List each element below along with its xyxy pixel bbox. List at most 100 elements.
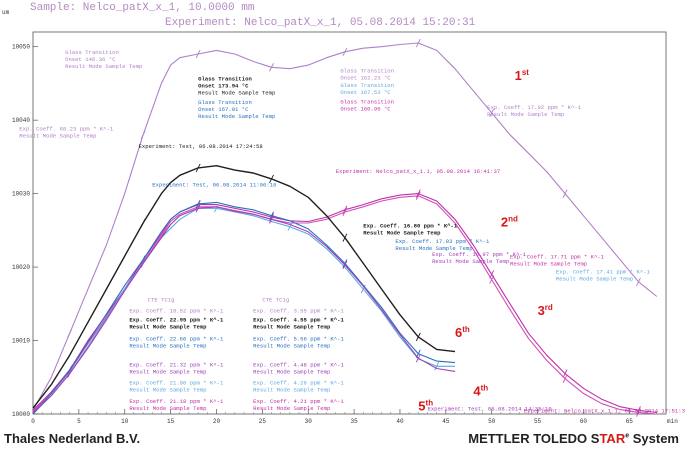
annotation-line: Glass Transition [198, 99, 252, 106]
annotation-line: Result Mode Sample Temp [395, 245, 472, 252]
annotation-line: Onset 173.94 °C [198, 82, 249, 89]
series-point-run5 [140, 259, 146, 268]
x-tick-label: 35 [350, 418, 358, 425]
x-tick-label: 45 [442, 418, 450, 425]
series-point-run6 [415, 332, 421, 342]
annotation-line: Exp. Coeff. 16.97 ppm * K^-1 [432, 251, 527, 258]
curve-label-number: 3 [538, 303, 545, 318]
annotation-line: Result Mode Sample Temp [198, 113, 275, 120]
annotation-line: Exp. Coeff. 4.48 ppm * K^-1 [253, 361, 344, 368]
curve-label-suffix: th [462, 325, 470, 334]
annotation-line: Onset 162.23 °C [340, 74, 391, 81]
annotation-line: Exp. Coeff. 21.32 ppm * K^-1 [129, 361, 224, 368]
annotation-line: Result Mode Sample Temp [253, 323, 331, 330]
series-point-run_light_blue [214, 204, 219, 213]
series-point-run_light_blue [287, 222, 293, 231]
annotation-line: Result Mode Sample Temp [19, 132, 96, 139]
annotation: Experiment: Test, 06.08.2014 11:06:16 [152, 181, 276, 188]
experiment-title: Experiment: Nelco_patX_x_1, 05.08.2014 1… [165, 17, 476, 29]
annotation-line: Exp. Coeff. 17.41 ppm * K^-1 [556, 269, 651, 276]
series-point-run1 [562, 189, 568, 198]
x-tick-label: 40 [396, 418, 404, 425]
y-tick-label: 10000 [12, 411, 30, 418]
annotation-line: Result Mode Sample Temp [129, 343, 206, 350]
annotation: Experiment: Test, 06.08.2014 14:35:10 [427, 405, 552, 412]
annotation: CTE TC1g [262, 297, 289, 304]
annotation-line: Result Mode Sample Temp [253, 387, 330, 394]
annotation-line: CTE TC1g [148, 297, 175, 304]
y-tick-label: 10050 [12, 44, 30, 51]
y-tick-label: 10020 [12, 264, 30, 271]
annotation-line: Result Mode Sample Temp [129, 368, 206, 375]
series-point-run5 [67, 369, 73, 378]
x-tick-label: 60 [580, 418, 588, 425]
series-point-run4 [67, 365, 73, 375]
series-point-run2 [562, 369, 568, 378]
curve-label-suffix: nd [508, 215, 518, 224]
x-tick-label: 10 [121, 418, 129, 425]
annotation: Exp. Coeff. 18.52 ppm * K^-1 [129, 308, 224, 315]
x-tick-label: 15 [167, 418, 175, 425]
curve-label-number: 2 [501, 215, 508, 230]
annotation-line: Exp. Coeff. 22.95 ppm * K^-1 [129, 316, 224, 323]
series-point-run5 [269, 215, 274, 224]
x-unit-label: min [667, 418, 678, 425]
annotation-line: Exp. Coeff. 5.56 ppm * K^-1 [253, 336, 344, 343]
series-line-run4 [32, 201, 456, 415]
annotation-line: Exp. Coeff. 16.80 ppm * K^-1 [363, 222, 458, 229]
x-tick-label: 5 [77, 418, 81, 425]
series-line-run3 [32, 195, 657, 415]
series-point-run1 [489, 108, 495, 118]
series-point-run5 [195, 204, 201, 213]
series-point-run6 [269, 174, 274, 184]
curve-label-suffix: rd [545, 303, 553, 312]
annotation-line: Result Mode Sample Temp [487, 111, 564, 118]
annotation-line: Experiment: Test, 06.08.2014 17:24:58 [139, 143, 263, 150]
annotation-line: Result Mode Sample Temp [129, 387, 206, 394]
y-unit-label: um [2, 9, 10, 16]
series-point-run4 [140, 255, 146, 264]
x-tick-label: 50 [488, 418, 496, 425]
plot-border [32, 31, 667, 415]
y-tick-label: 10010 [12, 338, 30, 345]
annotation-line: Exp. Coeff. 21.18 ppm * K^-1 [129, 398, 224, 405]
annotation-line: Experiment: Test, 06.08.2014 14:35:10 [427, 405, 552, 412]
series-line-run2 [32, 193, 657, 414]
curve-label-number: 1 [515, 68, 522, 83]
annotation-line: Result Mode Sample Temp [129, 405, 206, 412]
annotation: Exp. Coeff. 3.55 ppm * K^-1 [253, 308, 344, 315]
series-point-run1 [269, 63, 274, 72]
brand-prefix: METTLER TOLEDO S [468, 431, 600, 446]
brand-sup: e [625, 432, 630, 440]
annotation-line: Exp. Coeff. 21.90 ppm * K^-1 [129, 380, 224, 387]
sample-title: Sample: Nelco_patX_x_1, 10.0000 mm [30, 2, 255, 14]
series-point-run5 [342, 260, 348, 270]
curve-label: 2nd [501, 215, 518, 230]
y-tick-label: 10040 [12, 117, 30, 124]
series-point-run3 [562, 374, 568, 383]
x-tick-label: 65 [626, 418, 634, 425]
annotation-line: Exp. Coeff. 17.92 ppm * K^-1 [487, 104, 582, 111]
annotation: Experiment: Test, 06.08.2014 17:24:58 [139, 143, 263, 150]
series-line-run6 [32, 164, 456, 409]
annotation-line: Glass Transition [340, 98, 394, 105]
curve-label: 4th [473, 384, 488, 399]
series-point-run5 [415, 353, 421, 363]
annotation-line: Experiment: Test, 06.08.2014 11:06:16 [152, 181, 276, 188]
